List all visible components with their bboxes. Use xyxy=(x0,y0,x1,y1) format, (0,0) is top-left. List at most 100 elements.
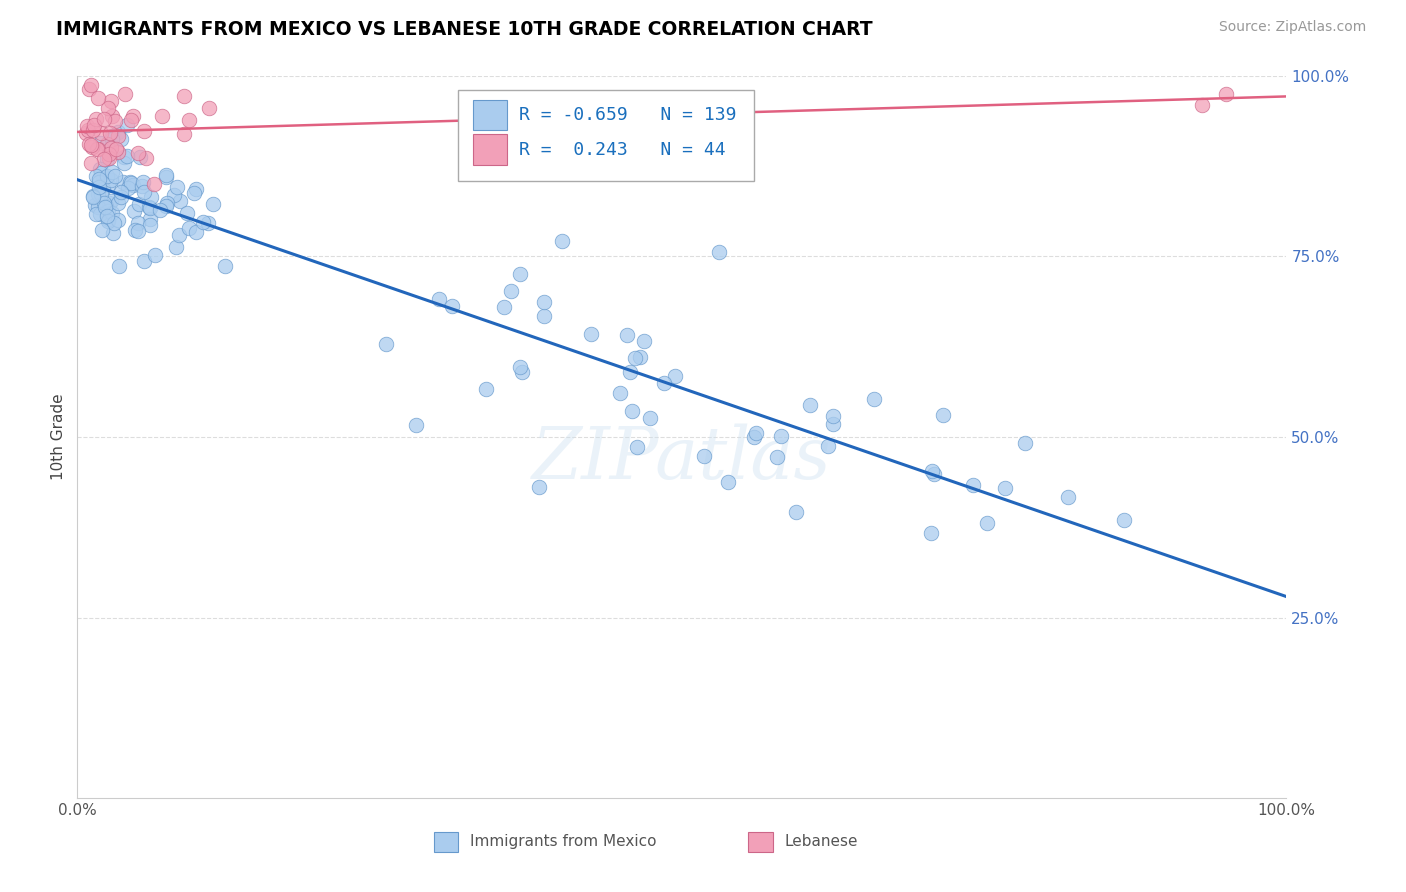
Point xyxy=(97,178,120,193)
Point xyxy=(441,299,464,313)
Point xyxy=(94,199,117,213)
Point xyxy=(214,259,236,273)
Point xyxy=(122,178,145,193)
Point xyxy=(100,173,122,187)
Point xyxy=(93,200,115,214)
Point xyxy=(100,165,122,179)
Point xyxy=(134,254,156,268)
Point xyxy=(799,398,821,412)
Point xyxy=(533,309,555,323)
Point xyxy=(89,207,111,221)
Point xyxy=(197,216,219,230)
Point xyxy=(132,124,155,138)
Point xyxy=(155,168,177,182)
Text: R =  0.243   N = 44: R = 0.243 N = 44 xyxy=(519,141,725,159)
Point xyxy=(131,178,153,193)
Point xyxy=(84,112,107,126)
Point xyxy=(551,234,574,248)
Point xyxy=(921,464,943,478)
Point xyxy=(97,101,120,115)
Point xyxy=(97,213,120,227)
Point xyxy=(920,525,942,540)
Point xyxy=(135,151,157,165)
Point xyxy=(138,200,160,214)
Point xyxy=(105,142,128,156)
Point xyxy=(173,89,195,103)
Y-axis label: 10th Grade: 10th Grade xyxy=(51,393,66,481)
Point xyxy=(139,212,162,227)
Point xyxy=(115,149,138,163)
Point xyxy=(107,125,129,139)
Point xyxy=(745,425,768,440)
Point xyxy=(962,478,984,492)
Point xyxy=(110,186,132,200)
Point xyxy=(98,151,121,165)
Point xyxy=(155,199,177,213)
Point xyxy=(693,450,716,464)
Point xyxy=(104,114,127,128)
Point xyxy=(143,177,166,192)
Text: Immigrants from Mexico: Immigrants from Mexico xyxy=(470,834,657,849)
Point xyxy=(127,224,149,238)
Point xyxy=(769,429,792,443)
Point xyxy=(93,195,115,210)
Point xyxy=(87,175,110,189)
Point xyxy=(80,156,103,170)
Point xyxy=(707,245,730,260)
Point xyxy=(82,188,104,202)
Point xyxy=(976,516,998,530)
Point xyxy=(1215,87,1237,101)
Point xyxy=(509,267,531,281)
Point xyxy=(664,369,686,384)
Point xyxy=(633,334,655,348)
Point xyxy=(87,179,110,194)
Point xyxy=(120,113,142,128)
Point xyxy=(122,204,145,219)
Point xyxy=(1114,513,1136,527)
Point xyxy=(817,439,839,453)
Point xyxy=(87,141,110,155)
Point xyxy=(167,228,190,243)
Point xyxy=(166,180,188,194)
Point xyxy=(176,205,198,219)
Point xyxy=(201,197,224,211)
Point xyxy=(626,440,648,454)
Point xyxy=(173,127,195,141)
Point xyxy=(97,203,120,218)
Text: Lebanese: Lebanese xyxy=(785,834,858,849)
Point xyxy=(149,203,172,218)
Text: IMMIGRANTS FROM MEXICO VS LEBANESE 10TH GRADE CORRELATION CHART: IMMIGRANTS FROM MEXICO VS LEBANESE 10TH … xyxy=(56,20,873,38)
Point xyxy=(75,126,97,140)
Point xyxy=(98,143,121,157)
Point xyxy=(97,147,120,161)
Point xyxy=(90,166,112,180)
Point xyxy=(186,225,208,239)
Point xyxy=(375,336,398,351)
Point xyxy=(533,295,555,310)
Point xyxy=(96,209,118,223)
Point xyxy=(104,169,127,183)
Point xyxy=(101,109,124,123)
Point xyxy=(179,220,201,235)
Point xyxy=(579,326,602,341)
Point xyxy=(150,109,173,123)
Point xyxy=(108,259,131,273)
Point xyxy=(103,216,125,230)
Point xyxy=(609,385,631,400)
Point xyxy=(129,151,152,165)
Text: ZIPatlas: ZIPatlas xyxy=(531,424,832,494)
Point xyxy=(107,129,129,144)
Point xyxy=(90,187,112,202)
Point xyxy=(110,190,132,204)
Point xyxy=(76,119,98,133)
Point xyxy=(79,136,101,151)
Point xyxy=(184,182,207,196)
Point xyxy=(87,187,110,202)
Point xyxy=(744,430,766,444)
Point xyxy=(124,223,146,237)
Point xyxy=(139,219,162,233)
Point xyxy=(80,78,103,92)
Point xyxy=(132,186,155,200)
Point xyxy=(77,122,100,136)
Bar xyxy=(748,831,773,852)
